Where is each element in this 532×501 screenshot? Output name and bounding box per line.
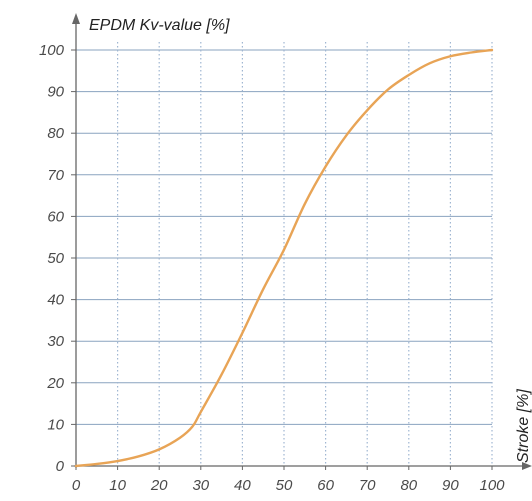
tick-labels: 0 10 20 30 40 50 60 70 80 90 100 0 10 20 30 40 50 60 70 80 9… <box>39 42 505 494</box>
x-tick-label: 50 <box>276 477 293 494</box>
axes <box>71 13 532 470</box>
y-tick-label: 100 <box>39 42 65 59</box>
y-tick-label: 80 <box>47 125 64 142</box>
x-tick-label: 40 <box>234 477 251 494</box>
grid <box>76 42 493 466</box>
y-tick-label: 0 <box>56 458 65 475</box>
x-tick-label: 100 <box>479 477 505 494</box>
x-tick-label: 10 <box>109 477 126 494</box>
x-tick-label: 70 <box>359 477 376 494</box>
y-tick-label: 20 <box>46 375 64 392</box>
y-tick-label: 30 <box>47 333 64 350</box>
x-tick-label: 20 <box>150 477 168 494</box>
y-tick-label: 10 <box>47 416 64 433</box>
x-axis-label: Stroke [%] <box>515 389 532 463</box>
series-line <box>74 48 494 468</box>
series-layer <box>74 48 494 468</box>
y-axis-arrow <box>72 13 80 24</box>
x-tick-label: 0 <box>72 477 81 494</box>
x-axis-arrow <box>522 462 532 470</box>
x-tick-label: 90 <box>442 477 459 494</box>
y-tick-label: 40 <box>47 292 64 309</box>
x-tick-label: 80 <box>400 477 417 494</box>
y-tick-label: 70 <box>47 167 64 184</box>
y-tick-label: 90 <box>47 84 64 101</box>
x-tick-label: 30 <box>192 477 209 494</box>
y-axis-label: EPDM Kv-value [%] <box>89 17 230 34</box>
y-tick-label: 60 <box>47 208 64 225</box>
y-tick-label: 50 <box>47 250 64 267</box>
x-tick-label: 60 <box>317 477 334 494</box>
